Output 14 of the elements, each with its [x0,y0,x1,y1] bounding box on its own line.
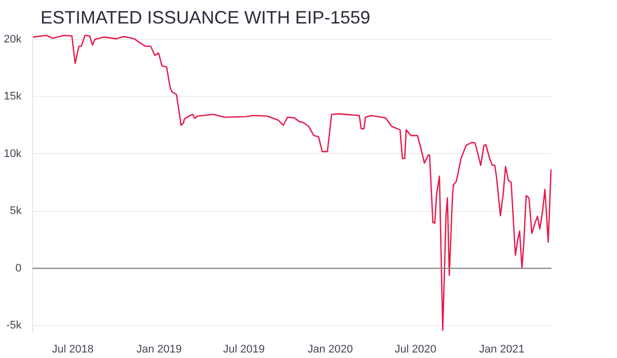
chart-title: ESTIMATED ISSUANCE WITH EIP-1559 [40,8,370,28]
x-tick-label: Jul 2019 [223,344,265,356]
y-tick-label: 20k [4,33,22,46]
x-tick-label: Jan 2020 [308,344,353,356]
x-tick-label: Jul 2018 [52,344,94,356]
y-tick-label: 0 [15,262,22,274]
x-tick-label: Jul 2020 [394,344,436,356]
x-tick-label: Jan 2019 [136,344,182,356]
y-tick-label: 15k [4,90,22,103]
y-tick-label: 10k [4,148,22,160]
x-tick-label: Jan 2021 [479,344,524,356]
y-tick-label: -5k [6,320,22,332]
line-series [32,34,552,331]
y-tick-label: 5k [10,205,22,218]
